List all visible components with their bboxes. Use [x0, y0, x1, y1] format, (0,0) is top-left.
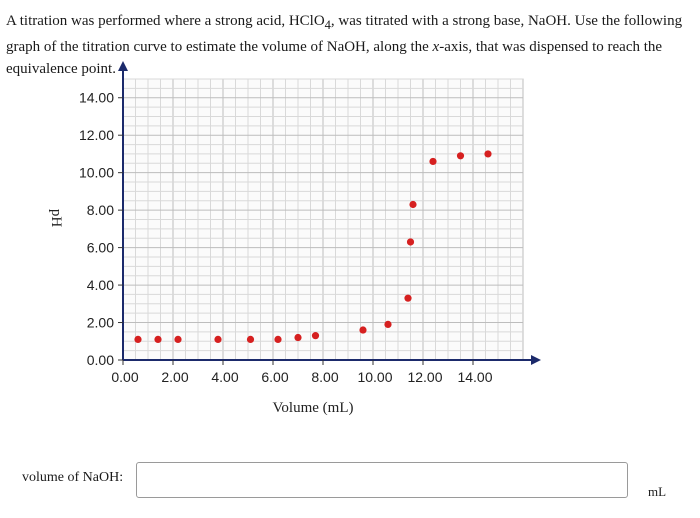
question-part2: , was titrated with a strong base, NaOH.…: [6, 13, 683, 55]
unit-label: mL: [648, 484, 667, 499]
y-tick-label: 8.00: [87, 202, 114, 218]
titration-chart: 0.00 2.00 4.00 6.00 8.00 10.00 12.00 14.00 0.00 2…: [48, 61, 541, 416]
data-point: [429, 157, 437, 166]
question-italic-x: x: [432, 39, 440, 55]
data-point: [134, 335, 142, 343]
x-tick-label: 2.00: [161, 369, 188, 385]
data-point: [294, 333, 302, 342]
x-axis-title: Volume (mL): [273, 400, 354, 416]
y-axis-title: pH: [48, 209, 64, 228]
x-axis-arrow: [531, 355, 541, 365]
data-point: [154, 335, 162, 343]
x-tick-label: 10.00: [357, 369, 392, 385]
data-point: [409, 200, 417, 209]
data-point: [456, 152, 465, 160]
chart-ticks: 0.00 2.00 4.00 6.00 8.00 10.00 12.00 14.00 0.00 2…: [79, 90, 493, 385]
x-tick-label: 6.00: [261, 369, 288, 385]
answer-label: volume of NaOH:: [22, 470, 124, 485]
y-axis-arrow: [118, 61, 128, 71]
chart-axes: [118, 61, 541, 365]
question-part1: A titration was performed where a strong…: [6, 13, 325, 29]
data-point: [406, 238, 415, 246]
data-point: [359, 326, 367, 334]
volume-naoh-input[interactable]: [136, 462, 628, 498]
chart-points: [134, 150, 492, 343]
question-part3: -axis, that was dispensed to reach the e…: [6, 39, 663, 77]
y-tick-label: 2.00: [87, 315, 114, 331]
question-text: A titration was performed where a strong…: [6, 10, 694, 80]
y-tick-label: 0.00: [87, 352, 114, 368]
data-point: [384, 320, 392, 329]
x-tick-label: 0.00: [111, 369, 138, 385]
y-tick-label: 10.00: [79, 165, 114, 181]
data-point: [311, 332, 320, 340]
data-point: [274, 335, 282, 343]
y-tick-label: 6.00: [87, 240, 114, 256]
x-tick-label: 14.00: [457, 369, 492, 385]
y-tick-label: 4.00: [87, 277, 114, 293]
data-point: [404, 294, 412, 302]
data-point: [174, 335, 182, 343]
x-tick-label: 4.00: [211, 369, 238, 385]
y-tick-label: 12.00: [79, 127, 114, 143]
data-point: [214, 335, 222, 343]
data-point: [246, 335, 255, 343]
x-tick-label: 8.00: [311, 369, 338, 385]
chart-grid: [122, 78, 524, 361]
y-tick-label: 14.00: [79, 90, 114, 106]
question-subscript: 4: [324, 18, 331, 32]
data-point: [484, 150, 492, 158]
x-tick-label: 12.00: [407, 369, 442, 385]
